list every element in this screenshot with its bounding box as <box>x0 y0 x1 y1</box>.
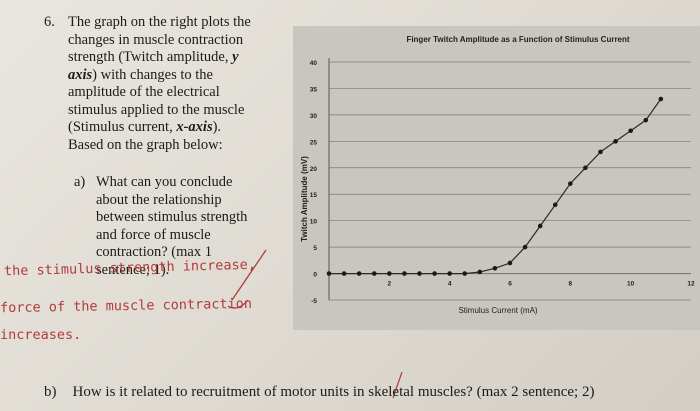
question-body: The graph on the right plots the changes… <box>68 14 294 154</box>
x-tick-label: 10 <box>627 281 635 288</box>
twitch-amplitude-chart: Finger Twitch Amplitude as a Function of… <box>300 35 695 315</box>
x-tick-labels: 2 4 6 8 10 12 <box>388 281 695 288</box>
data-point <box>341 271 347 276</box>
data-point <box>598 149 603 155</box>
data-point <box>552 202 558 208</box>
chart-panel: Finger Twitch Amplitude as a Function of… <box>293 26 700 330</box>
chart-title: Finger Twitch Amplitude as a Function of… <box>406 35 629 44</box>
part-b-text: How is it related to recruitment of moto… <box>72 384 595 400</box>
twitch-series <box>326 96 664 276</box>
question-line: changes in muscle contraction <box>68 31 244 48</box>
data-point <box>417 271 422 276</box>
question-line: amplitude of the electrical <box>68 84 220 100</box>
question-line: Based on the graph below: <box>68 136 223 153</box>
data-point <box>658 96 664 102</box>
question-line: (Stimulus current, x-axis). <box>68 119 222 135</box>
question-line: strength (Twitch amplitude, y <box>68 49 239 65</box>
question-line: stimulus applied to the muscle <box>68 101 245 118</box>
data-point <box>568 181 573 186</box>
data-point <box>643 117 649 123</box>
data-point <box>326 271 332 276</box>
x-tick-label: 2 <box>388 281 392 288</box>
data-point <box>387 271 392 276</box>
data-point <box>432 271 437 276</box>
question-number: 6. <box>44 14 55 30</box>
handwritten-answer-line-2: force of the muscle contraction <box>0 295 253 317</box>
data-point <box>492 265 498 271</box>
data-point <box>477 269 483 275</box>
y-tick-label: 0 <box>313 272 317 279</box>
part-a-label: a) <box>74 174 86 190</box>
data-point <box>371 271 377 276</box>
y-tick-label: 40 <box>310 60 318 67</box>
x-tick-label: 8 <box>569 281 573 288</box>
data-point <box>537 223 543 229</box>
part-b-label: b) <box>44 384 57 400</box>
y-tick-label: 5 <box>313 245 317 252</box>
data-point <box>356 271 362 276</box>
y-axis-label: Twitch Amplitude (mV) <box>300 156 309 242</box>
y-tick-label: -5 <box>311 298 317 305</box>
handwritten-answer-line-3: increases. <box>0 327 82 343</box>
y-tick-label: 10 <box>310 219 318 226</box>
data-point <box>462 271 468 276</box>
y-tick-labels: -5 0 5 10 15 20 25 30 35 40 <box>310 60 318 305</box>
y-tick-label: 20 <box>310 166 318 173</box>
question-line: axis) with changes to the <box>68 66 213 83</box>
question-line: The graph on the right plots the <box>68 14 251 30</box>
data-point <box>522 244 528 250</box>
data-point <box>402 271 407 276</box>
x-tick-label: 4 <box>448 281 452 288</box>
y-tick-label: 35 <box>310 86 318 93</box>
part-a-text: What can you conclude about the relation… <box>96 174 248 278</box>
data-point <box>583 165 588 171</box>
y-tick-label: 30 <box>310 113 318 120</box>
data-point <box>507 260 513 266</box>
y-tick-label: 25 <box>310 139 318 146</box>
data-point <box>613 139 618 144</box>
part-b: b) How is it related to recruitment of mo… <box>44 384 594 401</box>
x-axis-label: Stimulus Current (mA) <box>458 306 537 315</box>
data-point <box>628 128 633 134</box>
data-point <box>447 271 452 276</box>
y-tick-label: 15 <box>310 192 318 199</box>
x-tick-label: 6 <box>508 281 512 288</box>
x-tick-label: 12 <box>687 281 695 288</box>
